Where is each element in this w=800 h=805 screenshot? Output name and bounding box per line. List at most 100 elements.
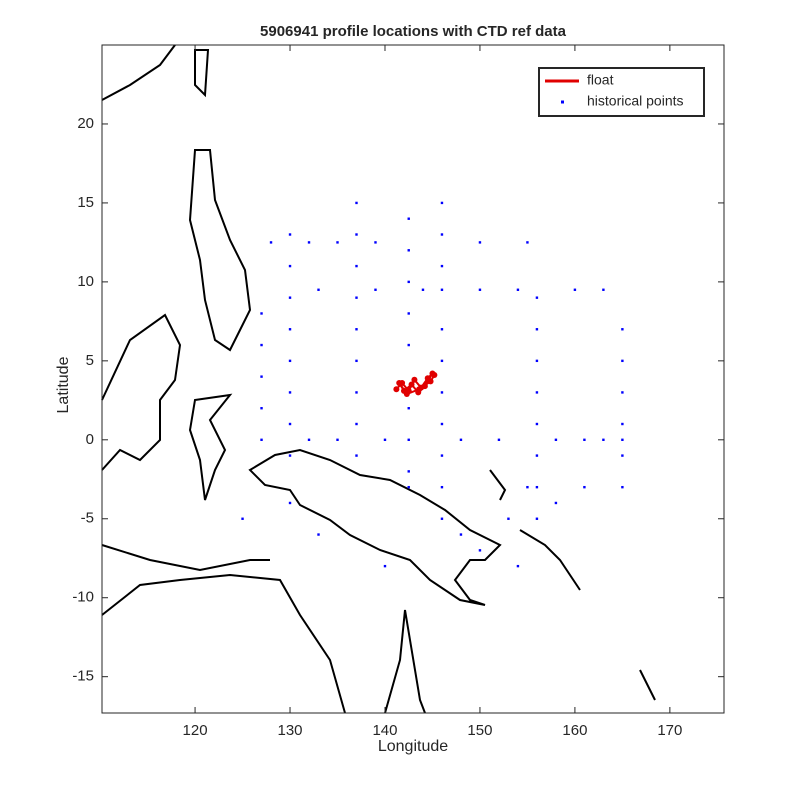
y-tick-label: 0 <box>86 431 94 448</box>
historical-point <box>317 533 320 536</box>
legend-label: float <box>587 72 614 88</box>
historical-point <box>407 438 410 441</box>
float-point <box>416 386 423 393</box>
historical-point <box>440 264 444 268</box>
float-point <box>408 381 415 388</box>
historical-point <box>374 241 377 244</box>
historical-point <box>478 288 482 291</box>
float-point <box>421 383 428 390</box>
x-tick-label: 130 <box>278 722 303 739</box>
historical-point <box>383 564 387 568</box>
historical-point <box>440 454 444 457</box>
historical-point <box>535 422 539 426</box>
float-point <box>411 376 418 383</box>
historical-point <box>355 328 358 331</box>
historical-point <box>516 564 520 568</box>
historical-point <box>516 288 520 291</box>
historical-point <box>535 454 539 457</box>
historical-point <box>497 438 501 441</box>
historical-point <box>288 359 292 363</box>
historical-point <box>407 485 410 489</box>
axes-box <box>101 44 725 714</box>
historical-point <box>535 296 539 299</box>
y-tick-label: -10 <box>72 589 94 606</box>
historical-point <box>535 359 539 363</box>
historical-point <box>535 485 539 489</box>
historical-point <box>355 233 358 236</box>
historical-point <box>355 264 358 268</box>
legend-swatch <box>561 100 564 104</box>
y-tick-label: 20 <box>77 115 94 132</box>
historical-point <box>407 470 410 473</box>
historical-point <box>407 249 410 252</box>
historical-point <box>355 454 358 457</box>
historical-point <box>336 438 339 441</box>
historical-point <box>260 343 263 347</box>
historical-point <box>554 501 558 505</box>
historical-point <box>459 533 463 536</box>
historical-point <box>440 359 444 363</box>
historical-point <box>440 288 444 291</box>
historical-point <box>602 288 605 291</box>
historical-point <box>602 438 605 441</box>
historical-point <box>269 241 273 244</box>
historical-point <box>621 359 624 363</box>
x-tick-label: 170 <box>657 722 682 739</box>
historical-point <box>507 517 510 520</box>
x-tick-label: 160 <box>562 722 587 739</box>
y-axis-label: Latitude <box>55 356 72 413</box>
float-point <box>427 378 434 385</box>
coastline <box>101 313 182 471</box>
historical-point <box>407 280 410 284</box>
historical-point <box>459 438 463 441</box>
historical-point <box>573 288 577 291</box>
historical-point <box>621 485 624 489</box>
historical-point <box>288 391 292 394</box>
historical-point <box>535 517 539 520</box>
historical-point <box>621 454 624 457</box>
historical-point <box>440 328 444 331</box>
historical-point <box>621 391 624 394</box>
coastlines <box>101 44 656 714</box>
float-point <box>403 391 410 398</box>
historical-point <box>440 422 444 426</box>
historical-point <box>440 485 444 489</box>
historical-point <box>621 328 624 331</box>
coastline <box>248 448 502 606</box>
historical-point <box>583 485 586 489</box>
coastline <box>101 544 270 572</box>
historical-point <box>407 217 410 220</box>
float-point <box>431 372 438 379</box>
historical-point <box>526 241 529 244</box>
y-tick-label: 5 <box>86 352 94 369</box>
legend-label: historical points <box>587 93 684 109</box>
historical-point <box>307 438 311 441</box>
historical-point <box>526 485 529 489</box>
y-tick-label: 15 <box>77 194 94 211</box>
historical-point <box>440 233 444 236</box>
historical-point <box>440 201 444 205</box>
historical-point <box>260 438 263 441</box>
historical-point <box>317 288 320 291</box>
historical-point <box>307 241 311 244</box>
historical-point <box>621 422 624 426</box>
float-point <box>396 379 403 386</box>
historical-point <box>478 241 482 244</box>
historical-point <box>355 359 358 363</box>
coastline <box>188 149 252 352</box>
coastline <box>194 49 210 98</box>
historical-point <box>440 391 444 394</box>
historical-point <box>288 264 292 268</box>
coastline <box>101 44 176 101</box>
x-tick-label: 150 <box>467 722 492 739</box>
coastline <box>101 573 426 714</box>
historical-point <box>288 422 292 426</box>
historical-point <box>288 296 292 299</box>
x-tick-label: 140 <box>372 722 397 739</box>
historical-point <box>407 407 410 410</box>
historical-point <box>260 312 263 315</box>
y-tick-label: 10 <box>77 273 94 290</box>
plot-area <box>241 201 624 568</box>
